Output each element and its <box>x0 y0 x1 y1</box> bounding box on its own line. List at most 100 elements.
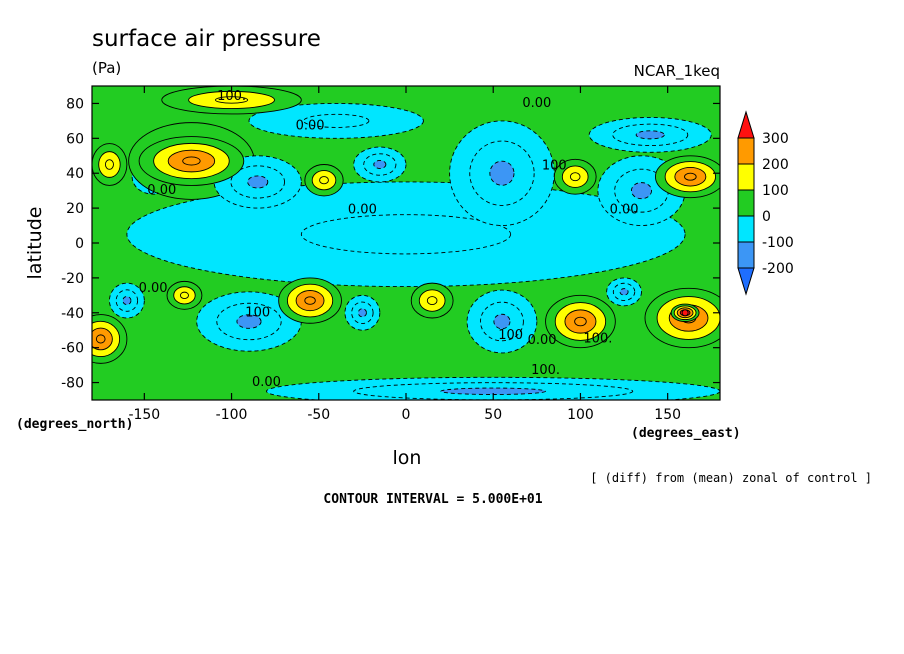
contour-core <box>319 176 329 185</box>
colorbar-segment <box>737 189 755 217</box>
colorbar-label: -100 <box>762 235 794 251</box>
pressure-anomaly-blob <box>304 164 344 197</box>
dataset-label: NCAR_1keq <box>634 62 720 81</box>
colorbar-segment <box>737 137 755 165</box>
colorbar-top-arrow <box>737 110 755 139</box>
chart-units: (Pa) <box>92 59 121 77</box>
contour-core <box>95 334 106 344</box>
contour-value-label: 0.00 <box>610 202 639 217</box>
pressure-anomaly-blob <box>278 277 342 324</box>
contour-core <box>357 308 367 318</box>
contour-value-label: 0.00 <box>147 183 176 198</box>
pressure-anomaly-blob <box>670 303 700 322</box>
colorbar-label: 0 <box>762 209 771 225</box>
contour-value-label: 100. <box>531 363 560 378</box>
colorbar-segment <box>737 163 755 191</box>
contour-value-label: 100 <box>498 328 523 343</box>
pressure-anomaly-blob <box>545 294 616 349</box>
x-tick-label: 0 <box>402 407 411 423</box>
pressure-anomaly-blob <box>138 136 245 186</box>
contour-core <box>681 309 689 317</box>
y-tick-label: -40 <box>61 306 84 322</box>
x-tick-label: -50 <box>307 407 330 423</box>
pressure-anomaly-blob <box>353 146 407 183</box>
contour-value-label: 0.00 <box>139 281 168 296</box>
contour-core <box>247 175 269 189</box>
x-tick-label: 50 <box>484 407 502 423</box>
pressure-anomaly-blob <box>553 158 597 195</box>
contour-labels: 100. 0.00 0.00 0.00 0.00 100 0.00 0.00 100 100 0.0… <box>139 89 639 390</box>
plot-area: 100. 0.00 0.00 0.00 0.00 100 0.00 0.00 100 100 0.0… <box>92 86 720 400</box>
contour-core <box>684 172 697 181</box>
contour-value-label: 0.00 <box>296 119 325 134</box>
pressure-anomaly-blob <box>166 280 203 310</box>
contour-core <box>300 214 512 255</box>
x-axis: -150 -100 -50 0 50 100 150 <box>128 86 681 423</box>
contour-features <box>92 86 720 400</box>
pressure-anomaly-blob <box>161 86 302 115</box>
contour-value-label: 100. <box>583 331 612 346</box>
contour-core <box>493 313 511 330</box>
colorbar-label: 100 <box>762 183 789 199</box>
x-tick-label: 150 <box>654 407 681 423</box>
pressure-anomaly-blob <box>248 102 424 139</box>
contour-value-label: 0.00 <box>522 96 551 111</box>
x-axis-label: lon <box>393 447 422 469</box>
colorbar-segment <box>737 241 755 269</box>
pressure-anomaly-blob <box>266 376 720 400</box>
contour-core <box>574 316 587 327</box>
contour-value-label: 100. <box>217 89 246 104</box>
y-tick-label: 0 <box>75 236 84 252</box>
contour-core <box>635 130 665 140</box>
pressure-anomaly-blob <box>449 120 555 227</box>
colorbar-segment <box>737 215 755 243</box>
contour-core <box>182 156 201 166</box>
y-axis: -80 -60 -40 -20 0 20 40 60 80 <box>61 96 720 392</box>
contour-core <box>630 182 653 200</box>
colorbar-bottom-arrow <box>737 267 755 296</box>
contour-core <box>304 296 316 305</box>
pressure-anomaly-blob <box>92 143 128 186</box>
colorbar-label: 300 <box>762 131 789 147</box>
pressure-anomaly-blob <box>410 282 454 319</box>
y-tick-label: 40 <box>66 166 84 182</box>
contour-value-label: 0.00 <box>348 202 377 217</box>
contour-core <box>104 159 114 170</box>
contour-core <box>373 160 387 169</box>
contour-core <box>569 172 581 182</box>
colorbar-label: -200 <box>762 261 794 277</box>
x-tick-label: -150 <box>128 407 160 423</box>
colorbar: 300 200 100 0 -100 -200 <box>737 110 794 296</box>
contour-value-label: 100 <box>542 159 567 174</box>
note-text: [ (diff) from (mean) zonal of control ] <box>590 471 872 485</box>
pressure-anomaly-blob <box>108 282 145 319</box>
pressure-anomaly-blob <box>606 277 642 307</box>
y-unit-label: (degrees_north) <box>16 417 133 432</box>
contour-core <box>489 160 515 186</box>
y-tick-label: 60 <box>66 131 84 147</box>
x-tick-label: -100 <box>216 407 248 423</box>
contour-interval-text: CONTOUR INTERVAL = 5.000E+01 <box>323 492 542 507</box>
contour-core <box>215 96 249 104</box>
chart-title: surface air pressure <box>92 26 321 52</box>
pressure-anomaly-blob <box>196 291 302 352</box>
contour-value-label: 100 <box>245 305 270 320</box>
y-tick-label: -80 <box>61 376 84 392</box>
contour-core <box>122 296 132 306</box>
contour-core <box>236 314 262 329</box>
contour-value-label: 0.00 <box>528 333 557 348</box>
contour-core <box>426 296 438 306</box>
y-tick-label: -60 <box>61 341 84 357</box>
contour-core <box>179 291 189 300</box>
pressure-anomaly-blob <box>588 116 712 153</box>
pressure-anomaly-blob <box>655 155 720 199</box>
x-unit-label: (degrees_east) <box>631 426 741 441</box>
colorbar-label: 200 <box>762 157 789 173</box>
contour-core <box>303 113 370 128</box>
y-axis-label: latitude <box>24 207 46 280</box>
pressure-anomaly-blob <box>466 289 538 354</box>
x-tick-label: 100 <box>567 407 594 423</box>
pressure-anomaly-blob <box>344 294 381 331</box>
contour-core <box>619 288 629 296</box>
